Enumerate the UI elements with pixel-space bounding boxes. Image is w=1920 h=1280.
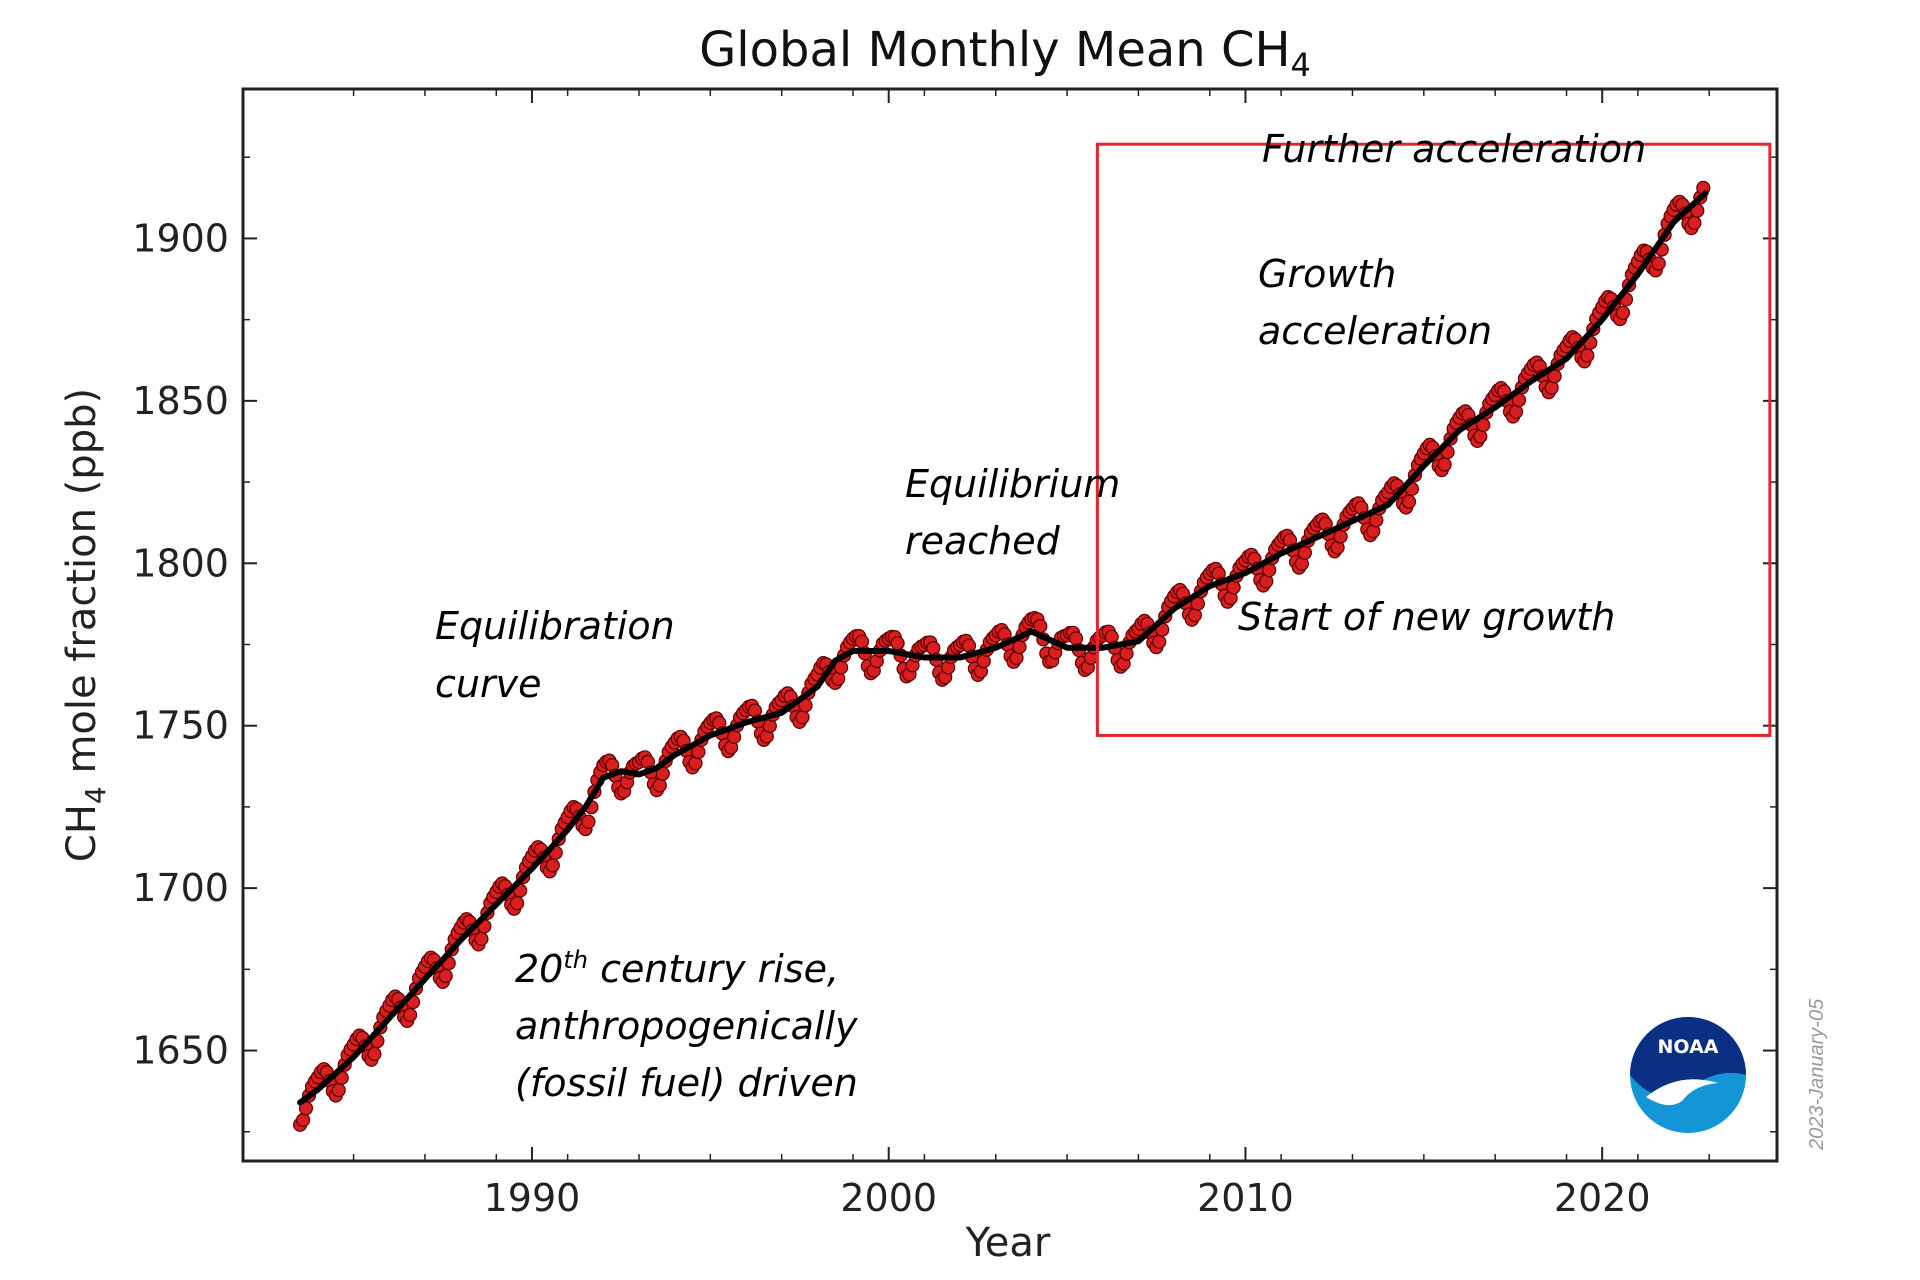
y-tick-label: 1900 [132,216,229,260]
annotation-further-acceleration: Further acceleration [1262,127,1646,171]
monthly-point [296,1112,311,1128]
annotation-growth-acceleration: Growth acceleration [1258,252,1492,353]
monthly-point [581,814,596,829]
monthly-point [403,1007,418,1023]
monthly-point [1580,348,1595,363]
monthly-point [331,1083,346,1098]
y-axis-label-subscript: 4 [79,786,112,804]
monthly-point [474,931,489,947]
monthly-point [1226,580,1241,595]
plot-frame [241,87,1779,1163]
y-axis-label-suffix: mole fraction (ppb) [59,388,105,786]
monthly-point [795,710,810,725]
trend-line [297,190,1709,1106]
monthly-point [652,778,667,793]
y-tick-label: 1750 [132,704,229,748]
monthly-point [438,968,453,984]
annotation-equilibrium: Equilibrium reached [905,462,1132,563]
y-axis-label: CH4 mole fraction (ppb) [59,388,112,862]
x-axis-ticks: 1990 2000 2010 2020 [352,89,1710,1220]
x-tick-label: 1990 [484,1176,581,1220]
chart-title-subscript: 4 [1291,46,1311,84]
x-tick-label: 2000 [840,1176,937,1220]
annotation-equilibration-line-2: curve [435,662,541,706]
monthly-point [1687,215,1702,230]
monthly-point [1651,256,1666,271]
monthly-point [1615,305,1631,320]
noaa-logo-text: NOAA [1658,1036,1719,1058]
monthly-point [926,641,941,656]
monthly-point [1473,429,1488,444]
annotation-equilibrium-line-2: reached [905,519,1061,563]
y-tick-label: 1800 [132,541,229,585]
x-tick-label: 2010 [1197,1176,1294,1220]
annotation-20th-century-line-1-rest: century rise, [588,947,839,991]
annotation-20th-century-line-1: 20th century rise, [515,946,839,991]
annotation-equilibration: Equilibration curve [435,604,687,706]
annotation-new-growth-line-1: Start of new growth [1238,595,1615,639]
x-axis-label: Year [965,1220,1051,1266]
monthly-point [1401,494,1417,509]
monthly-point [545,858,560,873]
annotation-growth-acceleration-line-2: acceleration [1258,309,1492,353]
monthly-point [726,729,742,745]
annotation-20th-century-line-3: (fossil fuel) driven [515,1061,858,1105]
date-stamp: 2023-January-05 [1806,998,1828,1151]
annotation-further-acceleration-line-1: Further acceleration [1262,127,1646,171]
y-axis-ticks: 1650 1700 1750 1800 1850 1900 [132,156,1777,1133]
annotation-equilibrium-line-1: Equilibrium [905,462,1120,506]
monthly-point [1297,545,1313,560]
chart-title: Global Monthly Mean CH4 [699,22,1311,84]
monthly-data-points [293,180,1711,1132]
monthly-point [1152,634,1167,650]
monthly-point [1012,639,1027,655]
annotation-20th-century-line-2: anthropogenically [515,1004,858,1048]
monthly-point [1369,513,1384,528]
annotation-growth-acceleration-line-1: Growth [1258,252,1396,296]
monthly-point [1508,404,1524,419]
annotation-equilibration-line-1: Equilibration [435,604,675,648]
y-tick-label: 1850 [132,379,229,423]
x-tick-label: 2020 [1554,1176,1651,1220]
y-axis-label-main: CH [59,804,105,862]
monthly-point [509,896,525,911]
annotation-superscript: th [563,946,588,974]
monthly-point [890,636,905,651]
monthly-point [1437,457,1452,472]
highlight-box [1095,142,1772,737]
noaa-logo-icon: NOAA [1630,1017,1746,1133]
monthly-point [367,1046,382,1062]
monthly-point [1333,529,1348,544]
annotation-20th-century: 20th century rise, anthropogenically (fo… [515,946,870,1105]
monthly-point [1068,631,1084,646]
monthly-point [854,634,870,649]
annotation-new-growth: Start of new growth [1238,595,1615,639]
y-tick-label: 1700 [132,866,229,910]
y-tick-label: 1650 [132,1029,229,1073]
chart-title-main: Global Monthly Mean CH [699,22,1290,78]
